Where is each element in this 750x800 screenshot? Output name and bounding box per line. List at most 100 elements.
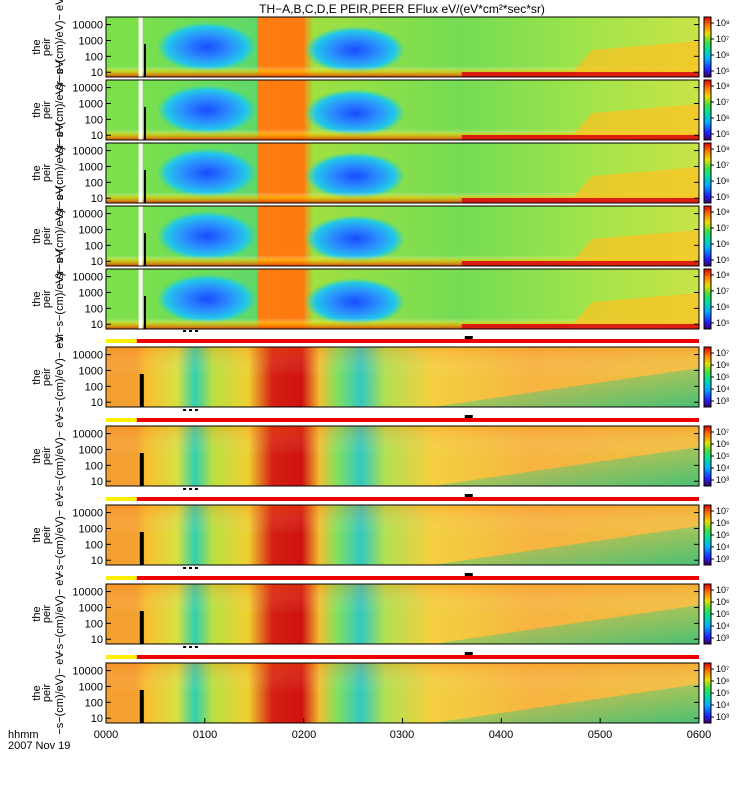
colorbar — [703, 662, 712, 724]
data-gap — [143, 233, 146, 266]
event-marker — [464, 415, 473, 418]
spectrogram-image — [461, 198, 699, 203]
x-tick-label: 0600 — [687, 729, 711, 741]
event-marker — [183, 646, 187, 648]
colorbar-tick-label: 10³ — [716, 554, 729, 564]
panel-frame — [105, 583, 700, 645]
data-gap — [138, 80, 143, 140]
data-gap — [143, 296, 146, 329]
colorbar-tick-label: 10⁵ — [716, 255, 730, 265]
y-tick-label: 1000 — [79, 224, 103, 236]
y-axis-label: the — [31, 606, 43, 621]
colorbar-tick-label: 10⁸ — [716, 18, 730, 28]
data-gap — [138, 17, 143, 77]
data-gap — [139, 532, 144, 565]
quality-flag-bar — [106, 655, 137, 659]
y-tick-label: 10000 — [72, 587, 103, 599]
event-marker — [189, 330, 193, 332]
y-axis-label: −s−(cm)/eV)− eV — [54, 572, 66, 656]
event-marker — [194, 409, 198, 411]
colorbar — [703, 268, 712, 330]
data-gap — [138, 143, 143, 203]
event-marker — [189, 488, 193, 490]
y-axis-label: the — [31, 527, 43, 542]
y-tick-label: 1000 — [79, 98, 103, 110]
y-tick-label: 1000 — [79, 161, 103, 173]
y-tick-label: 10000 — [72, 146, 103, 158]
event-marker — [183, 330, 187, 332]
spectrogram-image — [568, 230, 699, 266]
spectrogram-image — [432, 605, 699, 644]
y-tick-label: 100 — [85, 381, 103, 393]
colorbar-tick-label: 10⁸ — [716, 81, 730, 91]
figure-title: TH−A,B,C,D,E PEIR,PEER EFlux eV/(eV*cm²*… — [259, 2, 545, 16]
y-axis-label: −sr−s−(cm)/eV)− eV — [54, 123, 66, 223]
event-marker — [189, 567, 193, 569]
y-tick-label: 1000 — [79, 35, 103, 47]
panel-frame — [105, 205, 700, 267]
colorbar-tick-label: 10⁴ — [716, 384, 730, 394]
colorbar-tick-label: 10⁶ — [716, 439, 730, 449]
colorbar — [703, 425, 712, 487]
data-gap — [139, 611, 144, 644]
colorbar-tick-label: 10⁶ — [716, 239, 730, 249]
colorbar-tick-label: 10⁵ — [716, 318, 730, 328]
quality-flag-bar — [106, 339, 137, 343]
spectrogram-image — [461, 72, 699, 77]
colorbar-tick-label: 10⁷ — [716, 664, 729, 674]
colorbar-tick-label: 10⁵ — [716, 66, 730, 76]
y-tick-label: 10000 — [72, 350, 103, 362]
y-axis-label: peir — [41, 100, 53, 119]
y-tick-label: 10 — [91, 397, 103, 409]
panel-frame — [105, 425, 700, 487]
colorbar — [703, 142, 712, 204]
y-axis-label: the — [31, 448, 43, 463]
colorbar — [703, 346, 712, 408]
colorbar-tick-label: 10³ — [716, 633, 729, 643]
event-marker — [464, 494, 473, 497]
colorbar-tick-label: 10⁶ — [716, 597, 730, 607]
spectrogram-image — [432, 447, 699, 486]
colorbar-tick-label: 10⁷ — [716, 286, 729, 296]
y-axis-label: the — [31, 291, 43, 306]
y-tick-label: 1000 — [79, 287, 103, 299]
y-axis-label: the — [31, 39, 43, 54]
colorbar — [703, 583, 712, 645]
y-tick-label: 100 — [85, 177, 103, 189]
colorbar-tick-label: 10⁷ — [716, 34, 729, 44]
y-tick-label: 10000 — [72, 20, 103, 32]
colorbar-tick-label: 10⁸ — [716, 144, 730, 154]
event-marker — [194, 567, 198, 569]
y-tick-label: 100 — [85, 240, 103, 252]
y-axis-label: the — [31, 685, 43, 700]
colorbar-tick-label: 10⁵ — [716, 530, 730, 540]
time-axis-label: hhmm — [8, 729, 39, 741]
y-tick-label: 10 — [91, 256, 103, 268]
colorbar-tick-label: 10⁸ — [716, 207, 730, 217]
event-marker — [183, 409, 187, 411]
y-tick-label: 10000 — [72, 83, 103, 95]
spectrogram-image — [461, 135, 699, 140]
x-tick-label: 0100 — [193, 729, 217, 741]
panel-frame — [105, 142, 700, 204]
y-tick-label: 100 — [85, 618, 103, 630]
y-tick-label: 10 — [91, 130, 103, 142]
y-tick-label: 100 — [85, 303, 103, 315]
quality-flag-bar — [106, 418, 137, 422]
data-gap — [138, 206, 143, 266]
colorbar-tick-label: 10⁵ — [716, 688, 730, 698]
y-axis-label: −sr−s−(cm)/eV)− eV — [54, 186, 66, 286]
colorbar-tick-label: 10⁴ — [716, 463, 730, 473]
data-gap — [143, 44, 146, 77]
x-tick-label: 0400 — [489, 729, 513, 741]
y-tick-label: 1000 — [79, 523, 103, 535]
event-marker — [464, 336, 473, 339]
x-tick-label: 0200 — [292, 729, 316, 741]
spectrogram-image — [568, 167, 699, 203]
